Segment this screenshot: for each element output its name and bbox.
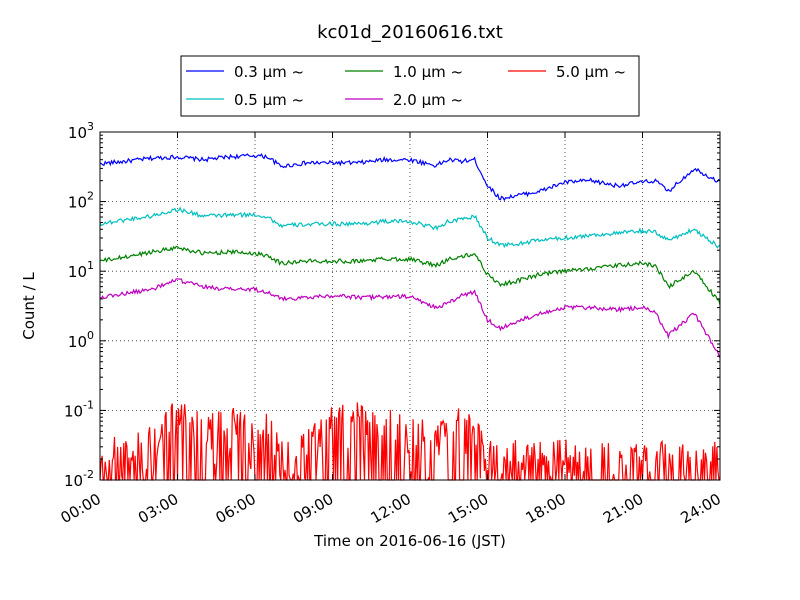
series-line <box>99 153 721 202</box>
y-tick-label: 103 <box>68 120 94 142</box>
series-line <box>99 206 721 249</box>
x-tick-label: 00:00 <box>58 490 104 527</box>
x-tick-label: 15:00 <box>445 490 491 527</box>
series-line <box>99 245 721 306</box>
y-tick-label: 100 <box>68 329 94 351</box>
plot-area: 00:00 03:00 06:00 09:00 12:00 15:00 18:00 21:00… <box>58 120 724 527</box>
legend-label: 2.0 μm ~ <box>393 91 463 109</box>
legend-label: 0.5 μm ~ <box>234 91 304 109</box>
legend-label: 1.0 μm ~ <box>393 63 463 81</box>
x-tick-label: 24:00 <box>678 490 724 527</box>
x-tick-label: 06:00 <box>213 490 259 527</box>
x-tick-label: 12:00 <box>368 490 414 527</box>
x-axis-label: Time on 2016-06-16 (JST) <box>313 532 506 550</box>
legend-label: 0.3 μm ~ <box>234 63 304 81</box>
y-tick-label: 10-1 <box>64 398 94 420</box>
y-tick-label: 101 <box>68 259 94 281</box>
legend-box <box>180 55 640 117</box>
x-tick-label: 21:00 <box>600 490 646 527</box>
x-tick-label: 09:00 <box>290 490 336 527</box>
legend: 0.3 μm ~ 0.5 μm ~ 1.0 μm ~ 2.0 μm ~ 5.0 μm ~ <box>180 55 640 117</box>
legend-label: 5.0 μm ~ <box>556 63 626 81</box>
y-tick-label: 10-2 <box>64 468 94 490</box>
x-tick-label: 03:00 <box>135 490 181 527</box>
y-axis-label: Count / L <box>20 272 38 340</box>
y-tick-label: 102 <box>68 190 94 212</box>
plot-background <box>100 132 720 480</box>
chart-title: kc01d_20160616.txt <box>317 22 503 43</box>
series-line <box>99 278 721 359</box>
x-tick-label: 18:00 <box>523 490 569 527</box>
